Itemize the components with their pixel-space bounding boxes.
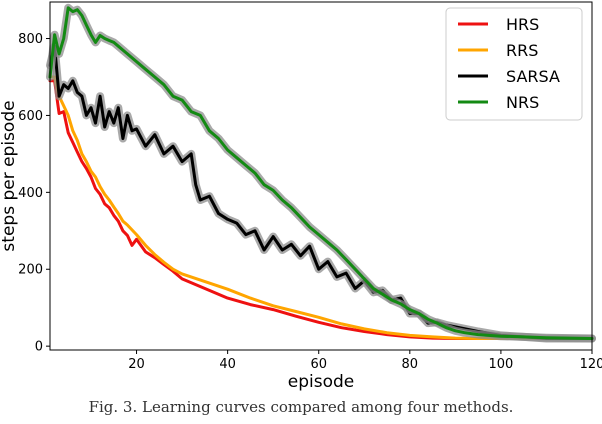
y-axis-title: steps per episode bbox=[0, 100, 19, 251]
legend-label-hrs: HRS bbox=[506, 15, 539, 34]
y-tick-label: 200 bbox=[18, 263, 43, 278]
series-line-nrs bbox=[48, 6, 594, 340]
x-tick-label: 80 bbox=[402, 357, 419, 372]
legend: HRS RRS SARSA NRS bbox=[445, 7, 583, 121]
x-axis-title: episode bbox=[288, 372, 354, 392]
series-line-rrs bbox=[48, 75, 594, 340]
ticks: 20 40 60 80 100 120 0 200 400 600 800 bbox=[18, 32, 602, 372]
x-tick-label: 60 bbox=[310, 357, 327, 372]
plot-frame bbox=[49, 1, 593, 351]
x-tick-label: 40 bbox=[219, 357, 236, 372]
legend-label-rrs: RRS bbox=[506, 41, 538, 60]
x-tick-label: 120 bbox=[580, 357, 602, 372]
series-lines bbox=[46, 3, 596, 343]
y-tick-label: 0 bbox=[35, 340, 43, 355]
y-tick-label: 800 bbox=[18, 32, 43, 47]
y-tick-label: 400 bbox=[18, 186, 43, 201]
y-tick-label: 600 bbox=[18, 109, 43, 124]
x-tick-label: 100 bbox=[488, 357, 513, 372]
legend-label-sarsa: SARSA bbox=[506, 67, 560, 86]
legend-label-nrs: NRS bbox=[506, 93, 539, 112]
x-tick-label: 20 bbox=[128, 357, 145, 372]
figure-caption: Fig. 3. Learning curves compared among f… bbox=[88, 398, 514, 416]
legend-frame bbox=[445, 7, 583, 121]
